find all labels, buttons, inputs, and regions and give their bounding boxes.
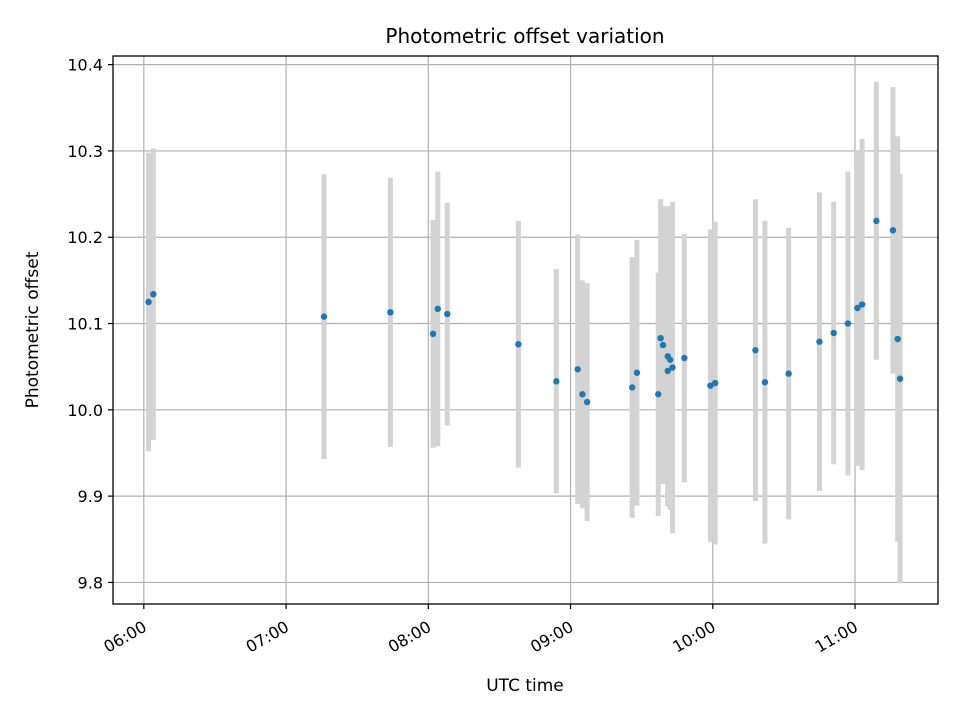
data-point bbox=[628, 384, 636, 391]
data-point bbox=[655, 391, 662, 398]
data-points bbox=[145, 217, 904, 406]
x-axis-title: UTC time bbox=[486, 676, 564, 696]
y-tick-label: 9.8 bbox=[78, 573, 103, 592]
data-point bbox=[444, 310, 451, 318]
data-point bbox=[669, 364, 676, 371]
y-tick-label: 9.9 bbox=[78, 487, 103, 506]
y-tick-label: 10.1 bbox=[67, 315, 103, 334]
data-point bbox=[844, 320, 852, 327]
data-point bbox=[387, 309, 394, 316]
data-point bbox=[854, 304, 861, 312]
data-point bbox=[707, 382, 714, 389]
plot-frame bbox=[112, 55, 939, 605]
data-point bbox=[515, 341, 522, 348]
data-point bbox=[896, 375, 904, 382]
data-point bbox=[889, 227, 897, 234]
data-point bbox=[830, 329, 837, 337]
data-point bbox=[858, 301, 866, 308]
data-point bbox=[145, 298, 152, 306]
data-point bbox=[583, 398, 591, 406]
data-point bbox=[785, 370, 792, 377]
data-point bbox=[553, 378, 560, 385]
y-tick-label: 10.2 bbox=[67, 228, 103, 247]
data-point bbox=[320, 313, 328, 320]
y-axis-title: Photometric offset bbox=[23, 251, 43, 408]
y-tick-label: 10.3 bbox=[67, 142, 103, 161]
data-point bbox=[657, 334, 664, 342]
data-point bbox=[429, 330, 437, 338]
data-point bbox=[434, 305, 441, 313]
y-axis: 9.8 9.9 10.0 10.1 10.2 10.3 10.4 bbox=[67, 56, 113, 592]
y-tick-label: 10.4 bbox=[67, 56, 103, 75]
data-point bbox=[752, 347, 759, 354]
chart-title: Photometric offset variation bbox=[385, 24, 664, 48]
data-point bbox=[579, 391, 586, 398]
data-point bbox=[150, 290, 157, 298]
data-point bbox=[816, 338, 823, 345]
data-point bbox=[681, 354, 688, 362]
data-point bbox=[711, 379, 719, 387]
data-point bbox=[873, 217, 880, 225]
data-point bbox=[894, 335, 901, 343]
data-point bbox=[664, 367, 671, 375]
data-point bbox=[659, 341, 667, 349]
data-point bbox=[761, 379, 769, 386]
data-point bbox=[574, 366, 581, 373]
data-point bbox=[666, 356, 674, 363]
data-point bbox=[633, 369, 641, 376]
grid bbox=[113, 56, 938, 604]
y-tick-label: 10.0 bbox=[67, 401, 103, 420]
